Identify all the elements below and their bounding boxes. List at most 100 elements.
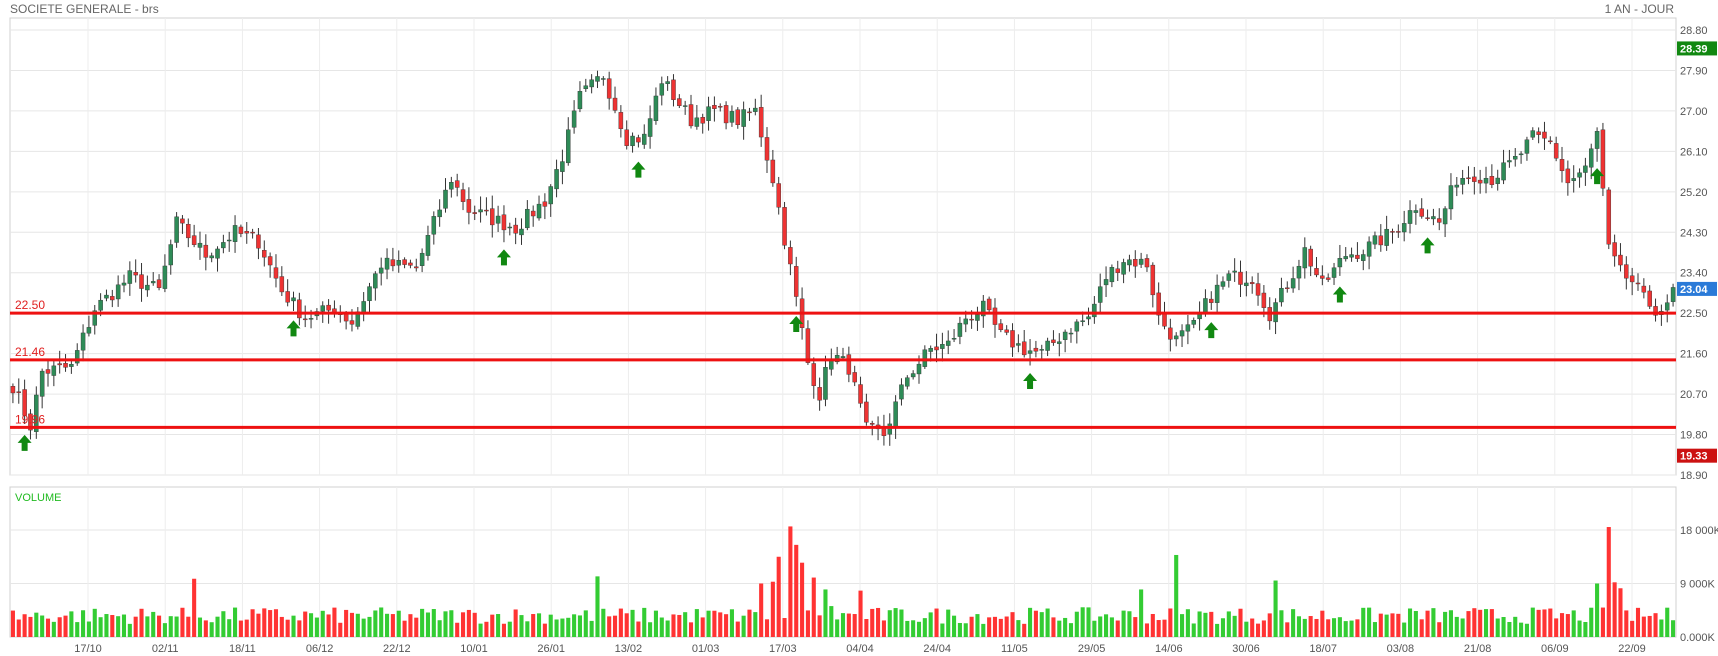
volume-bar: [1425, 610, 1430, 637]
candle-body: [495, 215, 501, 224]
candle-body: [905, 377, 910, 387]
volume-bar: [981, 623, 986, 637]
candle-body: [501, 214, 507, 231]
candle-body: [1238, 271, 1243, 285]
volume-bar: [384, 613, 390, 637]
volume-bar: [373, 610, 378, 637]
volume-bar: [1390, 613, 1395, 637]
volume-bar: [607, 616, 612, 637]
volume-bar: [922, 618, 927, 637]
candle-body: [1244, 282, 1249, 287]
candle-body: [1051, 339, 1056, 343]
candle-body: [630, 135, 635, 147]
volume-bar: [1665, 607, 1670, 637]
volume-bar: [1302, 618, 1307, 637]
candle-body: [945, 340, 951, 346]
candle-body: [460, 189, 466, 202]
candle-body: [267, 256, 273, 266]
candle-body: [390, 259, 396, 267]
candle-body: [1191, 320, 1196, 325]
volume-bar: [987, 617, 992, 637]
candle-body: [647, 118, 653, 137]
volume-bar: [1571, 610, 1576, 637]
candle-body: [1214, 284, 1220, 303]
x-tick-label: 17/03: [769, 643, 797, 655]
x-tick-label: 26/01: [537, 643, 565, 655]
volume-bar: [788, 526, 793, 637]
volume-bar: [484, 621, 489, 637]
high-price-badge-label: 28.39: [1680, 43, 1708, 55]
volume-bar: [1057, 620, 1062, 637]
candle-body: [279, 276, 285, 293]
buy-arrow-icon: [1590, 168, 1605, 185]
volume-bar: [1653, 613, 1658, 637]
candle-body: [548, 186, 553, 205]
volume-bar: [396, 610, 401, 637]
x-tick-label: 22/12: [383, 643, 411, 655]
volume-bar: [1144, 623, 1150, 637]
candle-body: [1378, 235, 1384, 246]
volume-bar: [1671, 620, 1676, 637]
volume-bar: [303, 611, 308, 637]
price-tick-label: 23.40: [1680, 268, 1708, 280]
candle-body: [1401, 223, 1407, 233]
volume-bar: [197, 617, 203, 637]
candle-body: [793, 266, 799, 297]
volume-bar: [852, 614, 857, 637]
volume-bar: [858, 590, 863, 637]
candle-body: [1512, 156, 1518, 160]
low-price-badge: [1677, 448, 1717, 463]
candle-body: [1507, 160, 1512, 163]
candle-body: [86, 327, 92, 334]
price-tick-label: 27.90: [1680, 65, 1708, 77]
volume-bar: [1045, 608, 1050, 637]
volume-bar: [794, 544, 799, 637]
candle-body: [297, 299, 302, 319]
volume-bar: [16, 619, 21, 637]
candle-body: [554, 169, 559, 190]
candle-body: [104, 294, 109, 299]
candle-body: [1594, 131, 1600, 149]
candle-body: [203, 244, 209, 258]
candle-body: [700, 117, 705, 124]
candle-body: [595, 76, 600, 82]
volume-bar: [1378, 613, 1383, 637]
volume-bar: [151, 611, 156, 637]
volume-tick-label: 18 000K: [1680, 525, 1718, 537]
volume-bar: [133, 616, 138, 637]
volume-bar: [665, 620, 670, 637]
candle-body: [805, 328, 811, 363]
candle-body: [1080, 320, 1085, 322]
candle-body: [723, 105, 729, 124]
period-label[interactable]: 1 AN - JOUR: [1604, 2, 1674, 16]
candle-body: [273, 267, 279, 279]
candle-body: [22, 389, 27, 416]
volume-bar: [718, 612, 723, 637]
buy-arrow-icon: [496, 249, 511, 266]
candle-body: [560, 161, 565, 172]
volume-bar: [332, 607, 337, 637]
volume-bar: [1460, 618, 1465, 637]
price-tick-label: 22.50: [1680, 308, 1708, 320]
volume-bar: [659, 617, 664, 637]
volume-bar: [1595, 583, 1600, 637]
volume-bar: [379, 607, 384, 637]
x-tick-label: 18/07: [1309, 643, 1337, 655]
volume-bar: [414, 617, 419, 637]
volume-bar: [759, 583, 764, 637]
candle-body: [1261, 292, 1267, 308]
volume-bar: [192, 578, 197, 637]
price-tick-label: 19.80: [1680, 430, 1708, 442]
candle-body: [1173, 335, 1179, 340]
candle-body: [840, 356, 846, 359]
volume-bar: [1068, 623, 1074, 637]
candle-body: [758, 107, 764, 138]
candle-body: [1618, 254, 1623, 266]
candle-body: [940, 344, 945, 349]
candle-body: [1653, 306, 1658, 316]
candle-body: [1156, 292, 1161, 316]
volume-bar: [823, 589, 828, 637]
volume-bar: [1191, 623, 1196, 637]
candle-body: [606, 78, 612, 99]
candle-body: [694, 117, 700, 127]
